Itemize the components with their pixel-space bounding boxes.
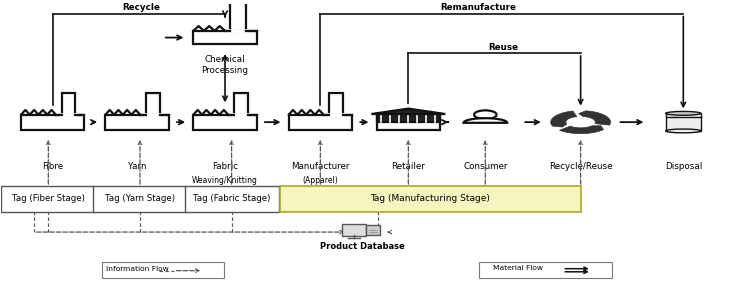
- Text: Tag (Fabric Stage): Tag (Fabric Stage): [193, 194, 270, 203]
- Polygon shape: [559, 126, 604, 134]
- Bar: [665, 113, 701, 131]
- Text: (Apparel): (Apparel): [302, 176, 339, 185]
- FancyBboxPatch shape: [1, 186, 95, 212]
- Bar: [194, 31, 257, 44]
- Text: Retailer: Retailer: [392, 162, 425, 171]
- FancyBboxPatch shape: [479, 263, 612, 278]
- FancyBboxPatch shape: [342, 224, 366, 236]
- Bar: [230, 1, 246, 31]
- Bar: [377, 114, 440, 130]
- Bar: [289, 115, 352, 129]
- FancyBboxPatch shape: [366, 225, 381, 235]
- Ellipse shape: [665, 129, 701, 133]
- Text: Product Database: Product Database: [319, 242, 405, 251]
- Text: Tag (Fiber Stage): Tag (Fiber Stage): [12, 194, 85, 203]
- Bar: [105, 115, 169, 129]
- Polygon shape: [377, 114, 440, 122]
- Text: Chemical
Processing: Chemical Processing: [202, 55, 249, 75]
- Text: Fabric: Fabric: [212, 162, 238, 171]
- Text: Reuse: Reuse: [489, 43, 519, 52]
- Text: Tag (Yarn Stage): Tag (Yarn Stage): [105, 194, 175, 203]
- Text: Weaving/Knitting: Weaving/Knitting: [192, 176, 258, 185]
- Bar: [234, 93, 247, 115]
- Bar: [21, 115, 85, 129]
- Circle shape: [474, 110, 497, 119]
- Text: Yarn: Yarn: [128, 162, 146, 171]
- Bar: [330, 93, 343, 115]
- Text: Consumer: Consumer: [463, 162, 508, 171]
- Text: Fibre: Fibre: [42, 162, 63, 171]
- Polygon shape: [464, 118, 507, 123]
- Text: Disposal: Disposal: [665, 162, 702, 171]
- Bar: [146, 93, 160, 115]
- Bar: [194, 115, 257, 129]
- FancyBboxPatch shape: [102, 263, 224, 278]
- Ellipse shape: [665, 111, 701, 115]
- FancyBboxPatch shape: [93, 186, 187, 212]
- Text: Recycle: Recycle: [121, 3, 160, 12]
- FancyBboxPatch shape: [280, 186, 581, 212]
- Polygon shape: [551, 111, 577, 127]
- Text: Information Flow: Information Flow: [106, 266, 169, 272]
- Text: Manufacturer: Manufacturer: [291, 162, 350, 171]
- Text: Material Flow: Material Flow: [493, 265, 543, 272]
- Polygon shape: [372, 108, 445, 114]
- Text: Remanufacture: Remanufacture: [440, 3, 516, 12]
- Bar: [62, 93, 75, 115]
- Text: Tag (Manufacturing Stage): Tag (Manufacturing Stage): [370, 194, 490, 203]
- Text: Recycle/Reuse: Recycle/Reuse: [549, 162, 612, 171]
- Polygon shape: [578, 111, 611, 125]
- FancyBboxPatch shape: [185, 186, 278, 212]
